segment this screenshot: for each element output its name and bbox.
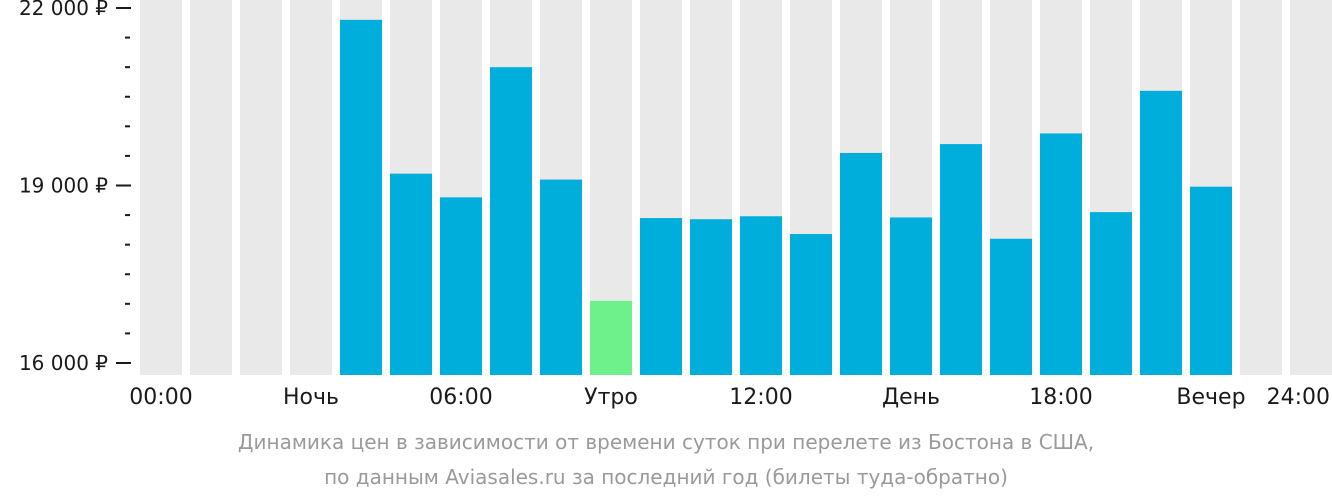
x-tick-label: Вечер — [1176, 385, 1245, 410]
bar-14 — [840, 152, 882, 375]
y-tick-label: 16 000 ₽ — [19, 351, 108, 375]
bar-19 — [1090, 212, 1132, 375]
x-tick-label: 12:00 — [729, 385, 792, 410]
bar-05 — [390, 173, 432, 375]
x-axis: 00:00 Ночь 06:00 Утро 12:00 День 18:00 Вечер 24:… — [129, 385, 1330, 410]
y-axis: 22 000 ₽ 19 000 ₽ 16 000 ₽ — [19, 0, 131, 375]
chart-svg: 22 000 ₽ 19 000 ₽ 16 000 ₽ 00:00 Ночь 06:00 У… — [19, 0, 1332, 410]
x-tick-label: 06:00 — [429, 385, 492, 410]
bar-16 — [940, 144, 982, 375]
bar-11 — [690, 219, 732, 375]
background-column-22 — [1240, 0, 1282, 375]
bar-12 — [740, 216, 782, 375]
x-tick-label: Утро — [584, 385, 638, 410]
bar-04 — [340, 19, 382, 375]
y-tick-label: 19 000 ₽ — [19, 174, 108, 198]
bar-06 — [440, 197, 482, 375]
bar-cheapest-09 — [590, 300, 632, 375]
background-column-02 — [240, 0, 282, 375]
bar-17 — [990, 238, 1032, 375]
x-tick-label: Ночь — [283, 385, 339, 410]
bar-20 — [1140, 90, 1182, 375]
background-column-00 — [140, 0, 182, 375]
y-tick-label: 22 000 ₽ — [19, 0, 108, 20]
bar-07 — [490, 67, 532, 376]
bar-08 — [540, 179, 582, 375]
bar-10 — [640, 218, 682, 375]
x-tick-label: День — [882, 385, 940, 410]
bars — [340, 19, 1232, 376]
background-column-23 — [1290, 0, 1332, 375]
background-column-01 — [190, 0, 232, 375]
x-tick-label: 24:00 — [1267, 385, 1330, 410]
x-tick-label: 18:00 — [1029, 385, 1092, 410]
chart-caption-line-1: Динамика цен в зависимости от времени су… — [237, 430, 1095, 454]
x-tick-label: 00:00 — [129, 385, 192, 410]
bar-18 — [1040, 133, 1082, 375]
bar-15 — [890, 217, 932, 375]
background-column-03 — [290, 0, 332, 375]
bar-21 — [1190, 186, 1232, 375]
bar-13 — [790, 234, 832, 375]
chart-caption-line-2: по данным Aviasales.ru за последний год … — [324, 465, 1008, 489]
